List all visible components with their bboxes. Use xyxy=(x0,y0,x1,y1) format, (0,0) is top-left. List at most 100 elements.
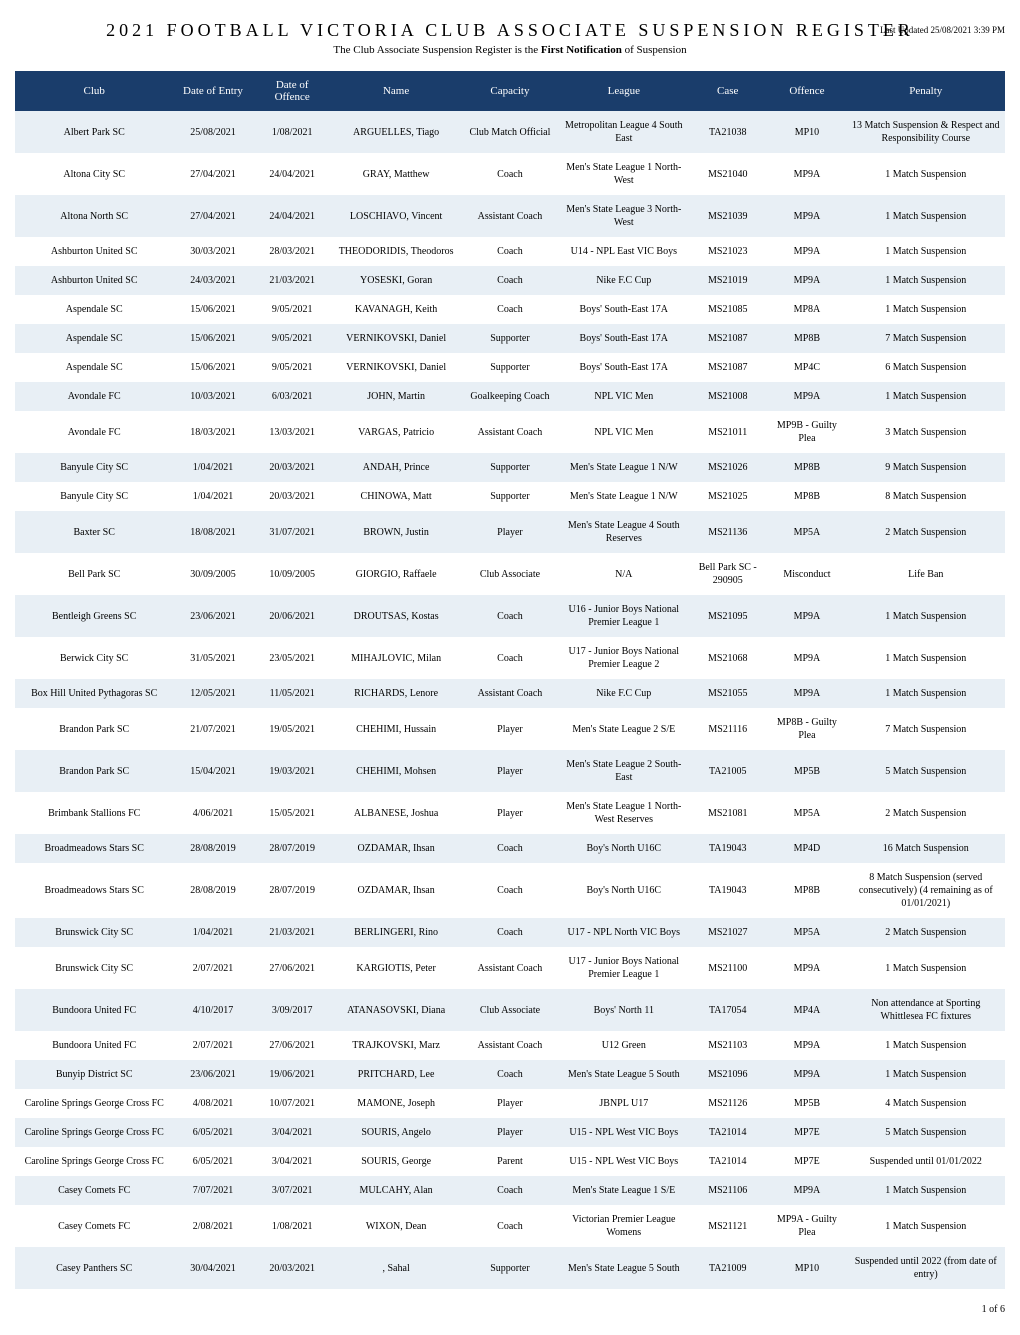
table-cell: Brunswick City SC xyxy=(15,918,173,947)
table-cell: MS21040 xyxy=(688,153,767,195)
table-cell: MP9A xyxy=(767,1176,846,1205)
table-cell: MP9A xyxy=(767,382,846,411)
table-cell: Brimbank Stallions FC xyxy=(15,792,173,834)
table-cell: Men's State League 1 N/W xyxy=(559,482,688,511)
table-cell: Bundoora United FC xyxy=(15,1031,173,1060)
table-cell: MP9A xyxy=(767,195,846,237)
table-cell: MS21087 xyxy=(688,324,767,353)
table-cell: Coach xyxy=(460,1176,559,1205)
table-cell: MS21103 xyxy=(688,1031,767,1060)
table-cell: 27/06/2021 xyxy=(253,1031,332,1060)
table-cell: MP9A xyxy=(767,679,846,708)
table-cell: Parent xyxy=(460,1147,559,1176)
table-cell: 1 Match Suspension xyxy=(847,1031,1005,1060)
table-cell: Men's State League 5 South xyxy=(559,1060,688,1089)
table-cell: MP5A xyxy=(767,511,846,553)
subtitle: The Club Associate Suspension Register i… xyxy=(15,44,1005,56)
table-cell: 12/05/2021 xyxy=(173,679,252,708)
table-cell: PRITCHARD, Lee xyxy=(332,1060,461,1089)
col-header: Offence xyxy=(767,71,846,111)
table-cell: Bentleigh Greens SC xyxy=(15,595,173,637)
table-cell: Coach xyxy=(460,637,559,679)
table-cell: U15 - NPL West VIC Boys xyxy=(559,1118,688,1147)
table-cell: VERNIKOVSKI, Daniel xyxy=(332,353,461,382)
table-cell: 25/08/2021 xyxy=(173,111,252,153)
table-cell: WIXON, Dean xyxy=(332,1205,461,1247)
table-cell: 24/04/2021 xyxy=(253,195,332,237)
table-cell: SOURIS, Angelo xyxy=(332,1118,461,1147)
table-cell: Berwick City SC xyxy=(15,637,173,679)
table-cell: 7 Match Suspension xyxy=(847,324,1005,353)
table-cell: Assistant Coach xyxy=(460,195,559,237)
table-row: Banyule City SC1/04/202120/03/2021CHINOW… xyxy=(15,482,1005,511)
table-row: Bundoora United FC4/10/20173/09/2017ATAN… xyxy=(15,989,1005,1031)
table-cell: 1/04/2021 xyxy=(173,918,252,947)
table-cell: 13 Match Suspension & Respect and Respon… xyxy=(847,111,1005,153)
table-cell: 2/07/2021 xyxy=(173,1031,252,1060)
table-cell: Bell Park SC - 290905 xyxy=(688,553,767,595)
table-body: Albert Park SC25/08/20211/08/2021ARGUELL… xyxy=(15,111,1005,1289)
table-cell: 1 Match Suspension xyxy=(847,595,1005,637)
table-cell: MS21085 xyxy=(688,295,767,324)
table-cell: Coach xyxy=(460,237,559,266)
table-cell: MP10 xyxy=(767,1247,846,1289)
table-cell: U17 - NPL North VIC Boys xyxy=(559,918,688,947)
table-cell: 1 Match Suspension xyxy=(847,1060,1005,1089)
table-row: Box Hill United Pythagoras SC12/05/20211… xyxy=(15,679,1005,708)
table-cell: Coach xyxy=(460,1205,559,1247)
table-cell: 16 Match Suspension xyxy=(847,834,1005,863)
table-cell: 3/07/2021 xyxy=(253,1176,332,1205)
table-cell: 1 Match Suspension xyxy=(847,637,1005,679)
table-cell: MP4A xyxy=(767,989,846,1031)
table-cell: GIORGIO, Raffaele xyxy=(332,553,461,595)
table-cell: MS21096 xyxy=(688,1060,767,1089)
table-cell: 6/05/2021 xyxy=(173,1118,252,1147)
table-row: Ashburton United SC24/03/202121/03/2021Y… xyxy=(15,266,1005,295)
suspension-table: ClubDate of EntryDate ofOffenceNameCapac… xyxy=(15,71,1005,1289)
table-cell: Coach xyxy=(460,595,559,637)
table-cell: 27/06/2021 xyxy=(253,947,332,989)
table-cell: Aspendale SC xyxy=(15,295,173,324)
table-cell: U14 - NPL East VIC Boys xyxy=(559,237,688,266)
table-cell: Ashburton United SC xyxy=(15,237,173,266)
table-cell: MP5A xyxy=(767,792,846,834)
table-cell: Box Hill United Pythagoras SC xyxy=(15,679,173,708)
table-cell: Brandon Park SC xyxy=(15,750,173,792)
table-cell: MP7E xyxy=(767,1147,846,1176)
table-cell: RICHARDS, Lenore xyxy=(332,679,461,708)
table-cell: 27/04/2021 xyxy=(173,153,252,195)
table-cell: NPL VIC Men xyxy=(559,411,688,453)
table-cell: MP9A xyxy=(767,266,846,295)
table-cell: 28/08/2019 xyxy=(173,834,252,863)
table-cell: CHEHIMI, Hussain xyxy=(332,708,461,750)
table-row: Bentleigh Greens SC23/06/202120/06/2021D… xyxy=(15,595,1005,637)
table-cell: MS21008 xyxy=(688,382,767,411)
table-cell: 19/03/2021 xyxy=(253,750,332,792)
table-cell: 1/08/2021 xyxy=(253,1205,332,1247)
table-cell: ATANASOVSKI, Diana xyxy=(332,989,461,1031)
table-cell: Avondale FC xyxy=(15,411,173,453)
subtitle-bold: First Notification xyxy=(541,44,622,56)
table-cell: VERNIKOVSKI, Daniel xyxy=(332,324,461,353)
table-cell: 28/03/2021 xyxy=(253,237,332,266)
table-cell: Casey Comets FC xyxy=(15,1205,173,1247)
table-cell: 15/04/2021 xyxy=(173,750,252,792)
table-cell: MP8B xyxy=(767,863,846,918)
table-cell: MS21095 xyxy=(688,595,767,637)
table-cell: MS21126 xyxy=(688,1089,767,1118)
table-cell: Nike F.C Cup xyxy=(559,679,688,708)
table-cell: 19/05/2021 xyxy=(253,708,332,750)
table-row: Baxter SC18/08/202131/07/2021BROWN, Just… xyxy=(15,511,1005,553)
table-cell: Assistant Coach xyxy=(460,947,559,989)
table-cell: 21/07/2021 xyxy=(173,708,252,750)
table-row: Brunswick City SC1/04/202121/03/2021BERL… xyxy=(15,918,1005,947)
table-cell: SOURIS, George xyxy=(332,1147,461,1176)
table-cell: MP4C xyxy=(767,353,846,382)
table-cell: Casey Comets FC xyxy=(15,1176,173,1205)
table-row: Caroline Springs George Cross FC4/08/202… xyxy=(15,1089,1005,1118)
table-cell: Boys' South-East 17A xyxy=(559,353,688,382)
table-cell: 1/08/2021 xyxy=(253,111,332,153)
table-cell: Men's State League 5 South xyxy=(559,1247,688,1289)
table-cell: MP9A xyxy=(767,1060,846,1089)
table-cell: 24/04/2021 xyxy=(253,153,332,195)
